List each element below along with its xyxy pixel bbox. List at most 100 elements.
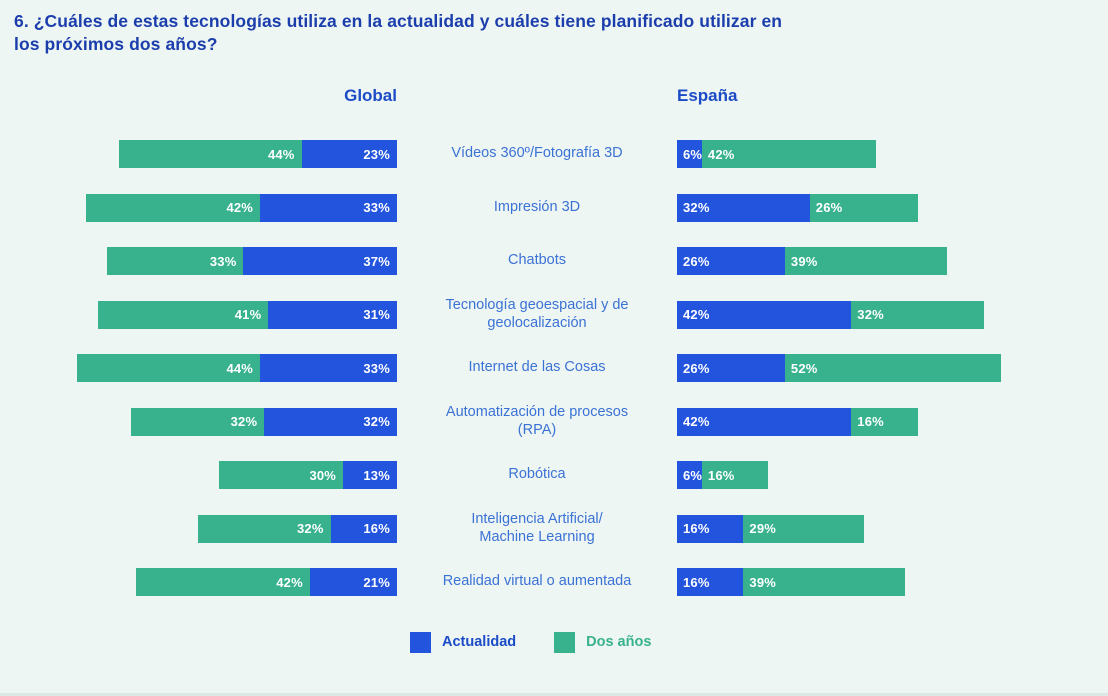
global-dos-anos-segment: 41% — [98, 300, 269, 329]
global-dos-anos-value: 42% — [226, 200, 254, 215]
espana-dos-anos-segment: 39% — [743, 568, 906, 596]
global-dos-anos-value: 30% — [309, 467, 337, 483]
espana-dos-anos-value: 26% — [815, 200, 843, 215]
global-dos-anos-value: 44% — [226, 360, 254, 376]
espana-actualidad-segment: 16% — [677, 514, 744, 543]
global-actualidad-value: 13% — [363, 467, 390, 483]
espana-actualidad-value: 6% — [683, 467, 703, 483]
global-dos-anos-segment: 32% — [131, 407, 265, 436]
espana-actualidad-segment: 6% — [677, 461, 702, 489]
global-bar: 42% 21% — [0, 568, 397, 596]
espana-actualidad-segment: 6% — [677, 140, 702, 168]
global-dos-anos-value: 32% — [230, 414, 258, 429]
category-cell: Realidad virtual o aumentada — [397, 568, 677, 596]
espana-dos-anos-segment: 26% — [809, 193, 918, 222]
espana-bar: 42% 32% — [677, 300, 1108, 329]
global-bar: 32% 32% — [0, 407, 397, 436]
chart-row: 33% 37% Chatbots 26% 39% — [0, 247, 1108, 275]
espana-bar: 6% 16% — [677, 461, 1108, 489]
category-label: Impresión 3D — [493, 198, 581, 215]
espana-dos-anos-value: 32% — [857, 307, 884, 322]
espana-bar: 26% 39% — [677, 247, 1108, 275]
global-actualidad-segment: 33% — [260, 193, 397, 222]
espana-actualidad-value: 32% — [683, 200, 710, 215]
espana-actualidad-value: 42% — [683, 414, 710, 429]
column-header-espana: España — [677, 86, 738, 105]
legend-label-actualidad: Actualidad — [442, 634, 517, 650]
global-actualidad-segment: 31% — [268, 300, 397, 329]
espana-actualidad-segment: 26% — [677, 354, 785, 382]
category-label: Tecnología geoespacial y de geolocalizac… — [445, 296, 629, 331]
espana-dos-anos-value: 16% — [707, 467, 735, 483]
espana-dos-anos-segment: 29% — [743, 514, 864, 543]
global-dos-anos-value: 32% — [296, 521, 324, 536]
global-actualidad-segment: 23% — [301, 140, 397, 168]
global-bar: 32% 16% — [0, 514, 397, 543]
category-cell: Vídeos 360º/Fotografía 3D — [397, 140, 677, 168]
legend-label-dos-anos: Dos años — [586, 634, 652, 650]
global-actualidad-value: 37% — [363, 253, 390, 269]
category-label: Internet de las Cosas — [468, 359, 606, 376]
global-actualidad-value: 32% — [363, 414, 390, 429]
espana-bar: 6% 42% — [677, 140, 1108, 168]
global-actualidad-value: 31% — [363, 307, 390, 322]
global-bar: 44% 23% — [0, 140, 397, 168]
category-label: Inteligencia Artificial/ Machine Learnin… — [471, 510, 603, 545]
espana-bar: 42% 16% — [677, 407, 1108, 436]
global-dos-anos-segment: 42% — [135, 568, 310, 596]
category-label: Robótica — [508, 466, 566, 483]
global-actualidad-value: 23% — [363, 146, 390, 162]
category-cell: Automatización de procesos (RPA) — [397, 404, 677, 438]
global-bar: 41% 31% — [0, 300, 397, 329]
global-bar: 33% 37% — [0, 247, 397, 275]
global-dos-anos-value: 33% — [209, 253, 237, 269]
espana-actualidad-value: 26% — [683, 253, 710, 269]
espana-actualidad-segment: 42% — [677, 300, 852, 329]
category-cell: Inteligencia Artificial/ Machine Learnin… — [397, 511, 677, 545]
category-label: Vídeos 360º/Fotografía 3D — [451, 145, 623, 162]
chart-row: 41% 31% Tecnología geoespacial y de geol… — [0, 297, 1108, 331]
global-actualidad-segment: 16% — [330, 514, 397, 543]
category-label: Chatbots — [507, 252, 567, 269]
global-dos-anos-segment: 30% — [218, 461, 344, 489]
espana-dos-anos-value: 39% — [749, 574, 777, 590]
legend-swatch-dos-anos-icon — [554, 631, 576, 653]
espana-dos-anos-segment: 32% — [851, 300, 985, 329]
espana-dos-anos-segment: 52% — [784, 354, 1001, 382]
espana-dos-anos-value: 52% — [790, 360, 818, 376]
espana-dos-anos-value: 16% — [857, 414, 884, 429]
espana-bar: 32% 26% — [677, 193, 1108, 222]
global-actualidad-value: 16% — [363, 521, 390, 536]
chart-row: 42% 33% Impresión 3D 32% 26% — [0, 193, 1108, 222]
espana-dos-anos-value: 39% — [790, 253, 818, 269]
chart-row: 32% 16% Inteligencia Artificial/ Machine… — [0, 511, 1108, 545]
chart-row: 30% 13% Robótica 6% 16% — [0, 461, 1108, 489]
espana-actualidad-value: 6% — [683, 146, 703, 162]
global-dos-anos-segment: 44% — [77, 354, 261, 382]
espana-actualidad-segment: 42% — [677, 407, 852, 436]
espana-actualidad-value: 42% — [683, 307, 710, 322]
global-dos-anos-value: 44% — [267, 146, 295, 162]
global-actualidad-segment: 37% — [243, 247, 397, 275]
espana-actualidad-segment: 26% — [677, 247, 785, 275]
global-dos-anos-segment: 32% — [197, 514, 331, 543]
espana-actualidad-segment: 32% — [677, 193, 810, 222]
chart-row: 44% 23% Vídeos 360º/Fotografía 3D 6% 42% — [0, 140, 1108, 168]
global-actualidad-value: 21% — [363, 574, 390, 590]
espana-dos-anos-value: 42% — [707, 146, 735, 162]
espana-bar: 16% 39% — [677, 568, 1108, 596]
espana-actualidad-value: 16% — [683, 574, 710, 590]
espana-dos-anos-segment: 42% — [701, 140, 877, 168]
global-bar: 42% 33% — [0, 193, 397, 222]
legend-swatch-actualidad-icon — [410, 631, 431, 653]
espana-actualidad-value: 26% — [683, 360, 710, 376]
global-dos-anos-value: 41% — [234, 307, 262, 322]
espana-bar: 16% 29% — [677, 514, 1108, 543]
global-bar: 44% 33% — [0, 354, 397, 382]
chart-rows: 44% 23% Vídeos 360º/Fotografía 3D 6% 42% — [0, 140, 1108, 596]
espana-dos-anos-value: 29% — [749, 521, 777, 536]
espana-actualidad-value: 16% — [683, 521, 710, 536]
global-dos-anos-value: 42% — [276, 574, 303, 590]
category-cell: Tecnología geoespacial y de geolocalizac… — [397, 297, 677, 331]
